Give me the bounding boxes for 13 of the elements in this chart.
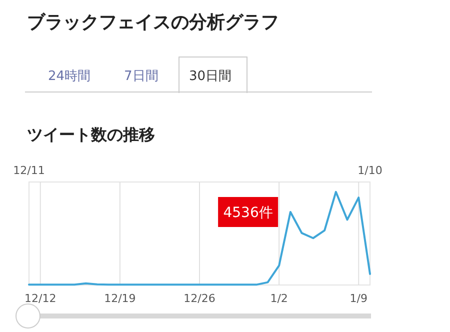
x-tick-label: 12/11 — [13, 164, 45, 177]
x-tick-label: 1/10 — [358, 164, 382, 177]
chart-subtitle: ツイート数の推移 — [27, 125, 155, 144]
chart-title: ブラックフェイスの分析グラフ — [27, 12, 279, 33]
text: 24時間 — [48, 69, 91, 84]
x-tick-label: 1/9 — [350, 292, 368, 305]
text: 30日間 — [189, 69, 232, 84]
x-tick-label: 12/12 — [24, 292, 56, 305]
data-label: 4536件 — [223, 205, 273, 221]
x-tick-label: 1/2 — [270, 292, 288, 305]
text: 7日間 — [124, 69, 158, 84]
x-tick-label: 12/26 — [184, 292, 216, 305]
x-tick-label: 12/19 — [104, 292, 136, 305]
